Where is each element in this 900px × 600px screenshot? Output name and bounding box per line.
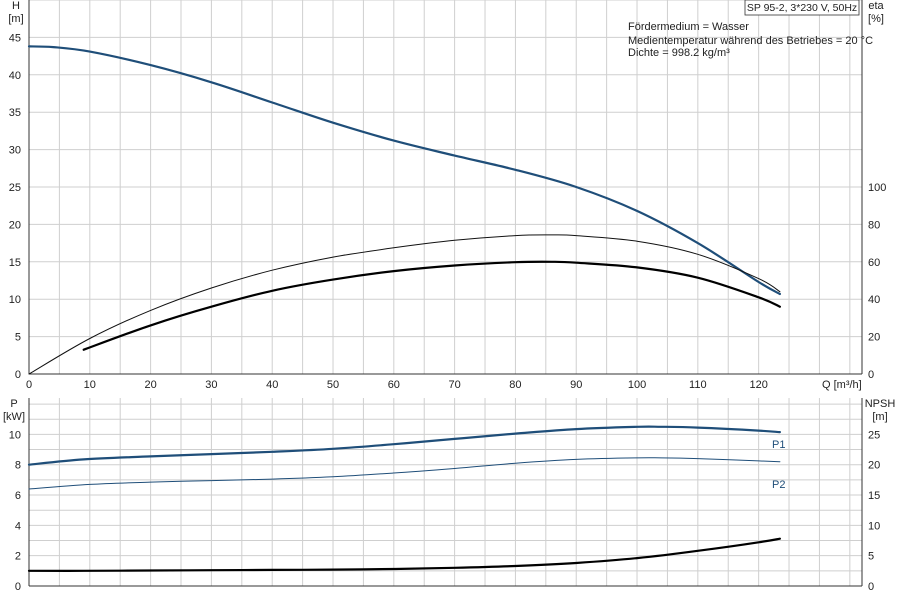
h-tick-label: 25	[9, 182, 21, 194]
label-p2: P2	[772, 479, 785, 491]
label-p1: P1	[772, 439, 785, 451]
bottom-grid	[28, 398, 862, 586]
q-tick-label: 0	[26, 379, 32, 391]
top-axes: 0 10 20 30 40 50 60 70 80 90 100 110 120 0 5 10 15 20 25 30…	[9, 0, 886, 391]
npsh-tick-label: 15	[868, 490, 880, 502]
npsh-tick-label: 25	[868, 429, 880, 441]
q-tick-label: 10	[84, 379, 96, 391]
q-tick-label: 40	[266, 379, 278, 391]
npsh-axis-title: NPSH	[865, 398, 896, 410]
q-tick-label: 60	[388, 379, 400, 391]
eta-tick-label: 60	[868, 257, 880, 269]
q-axis-label: Q [m³/h]	[822, 379, 862, 391]
q-tick-label: 50	[327, 379, 339, 391]
series-P2-line	[28, 457, 781, 490]
eta-tick-label: 20	[868, 332, 880, 344]
npsh-tick-label: 10	[868, 520, 880, 532]
p-tick-label: 0	[15, 581, 21, 593]
title-box	[744, 0, 860, 16]
h-tick-label: 5	[15, 332, 21, 344]
eta-tick-label: 100	[868, 182, 886, 194]
q-tick-label: 30	[205, 379, 217, 391]
h-tick-label: 0	[15, 369, 21, 381]
eta-axis-unit: [%]	[868, 13, 884, 25]
p-axis-unit: [kW]	[3, 411, 25, 423]
q-tick-label: 20	[144, 379, 156, 391]
q-tick-label: 100	[628, 379, 646, 391]
bottom-axes: 0 2 4 6 8 10 0 5 10 15 20 25	[9, 398, 880, 593]
h-tick-label: 45	[9, 32, 21, 44]
pump-title: SP 95-2, 3*230 V, 50Hz	[747, 2, 857, 14]
p-axis-title: P	[10, 398, 17, 410]
p-tick-label: 2	[15, 551, 21, 563]
series-eta_total-line	[28, 234, 781, 375]
annotation-medium: Fördermedium = Wasser	[628, 21, 749, 33]
h-tick-label: 20	[9, 219, 21, 231]
h-axis-unit: [m]	[8, 13, 23, 25]
annotation-temperature: Medientemperatur während des Betriebes =…	[628, 35, 873, 47]
p-tick-label: 8	[15, 460, 21, 472]
h-tick-label: 30	[9, 145, 21, 157]
eta-axis-title: eta	[868, 0, 884, 12]
npsh-tick-label: 20	[868, 460, 880, 472]
p-tick-label: 4	[15, 520, 21, 532]
annotation-density: Dichte = 998.2 kg/m³	[628, 47, 730, 59]
q-tick-label: 120	[749, 379, 767, 391]
top-grid	[28, 0, 862, 374]
h-tick-label: 35	[9, 107, 21, 119]
npsh-axis-unit: [m]	[872, 411, 887, 423]
eta-tick-label: 80	[868, 219, 880, 231]
h-tick-label: 10	[9, 294, 21, 306]
q-tick-label: 70	[448, 379, 460, 391]
p-tick-label: 10	[9, 429, 21, 441]
p-tick-label: 6	[15, 490, 21, 502]
series-P1-line	[27, 425, 781, 466]
eta-tick-label: 40	[868, 294, 880, 306]
q-tick-label: 80	[509, 379, 521, 391]
q-tick-label: 110	[689, 379, 707, 391]
eta-tick-label: 0	[868, 369, 874, 381]
series-head-line	[27, 45, 781, 296]
npsh-tick-label: 0	[868, 581, 874, 593]
h-axis-title: H	[12, 0, 20, 12]
series-eta_pump-line	[82, 260, 781, 351]
series-NPSH-line	[27, 537, 781, 572]
q-tick-label: 90	[570, 379, 582, 391]
npsh-tick-label: 5	[868, 551, 874, 563]
h-tick-label: 40	[9, 70, 21, 82]
h-tick-label: 15	[9, 257, 21, 269]
series-layer	[27, 45, 781, 572]
